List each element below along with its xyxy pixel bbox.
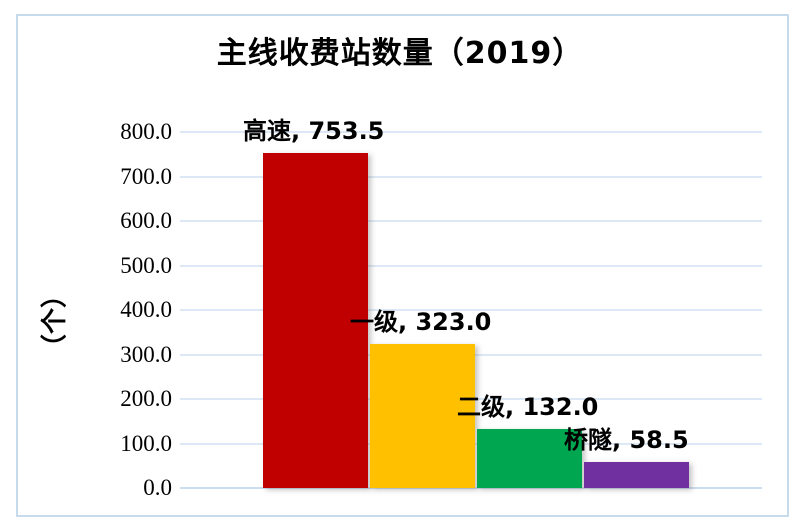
y-tick-label: 200.0 (120, 386, 172, 411)
bar-data-label-二级: 二级, 132.0 (457, 393, 599, 422)
y-tick-label: 600.0 (120, 208, 172, 233)
y-axis-title: （个） (40, 282, 70, 361)
x-axis-line (180, 487, 762, 489)
bar-桥隧 (584, 461, 689, 488)
y-tick-label: 800.0 (120, 119, 172, 144)
gridline (180, 309, 762, 311)
gridline (180, 220, 762, 222)
y-tick-label: 500.0 (120, 252, 172, 278)
bar-高速 (263, 152, 368, 488)
bar-data-label-一级: 一级, 323.0 (350, 308, 492, 337)
bar-data-label-桥隧: 桥隧, 58.5 (564, 425, 689, 454)
y-tick-label: 700.0 (120, 163, 172, 189)
y-tick-label: 0.0 (143, 475, 172, 500)
bar-data-label-高速: 高速, 753.5 (243, 116, 385, 145)
gridline (180, 264, 762, 267)
bar-一级 (370, 344, 475, 488)
chart-title: 主线收费站数量（2019） (216, 36, 584, 71)
gridline (180, 131, 762, 133)
y-tick-label: 100.0 (120, 430, 172, 456)
bar-二级 (477, 429, 582, 488)
y-tick-label: 300.0 (120, 341, 172, 367)
y-tick-label: 400.0 (120, 297, 172, 322)
gridline (180, 175, 762, 178)
